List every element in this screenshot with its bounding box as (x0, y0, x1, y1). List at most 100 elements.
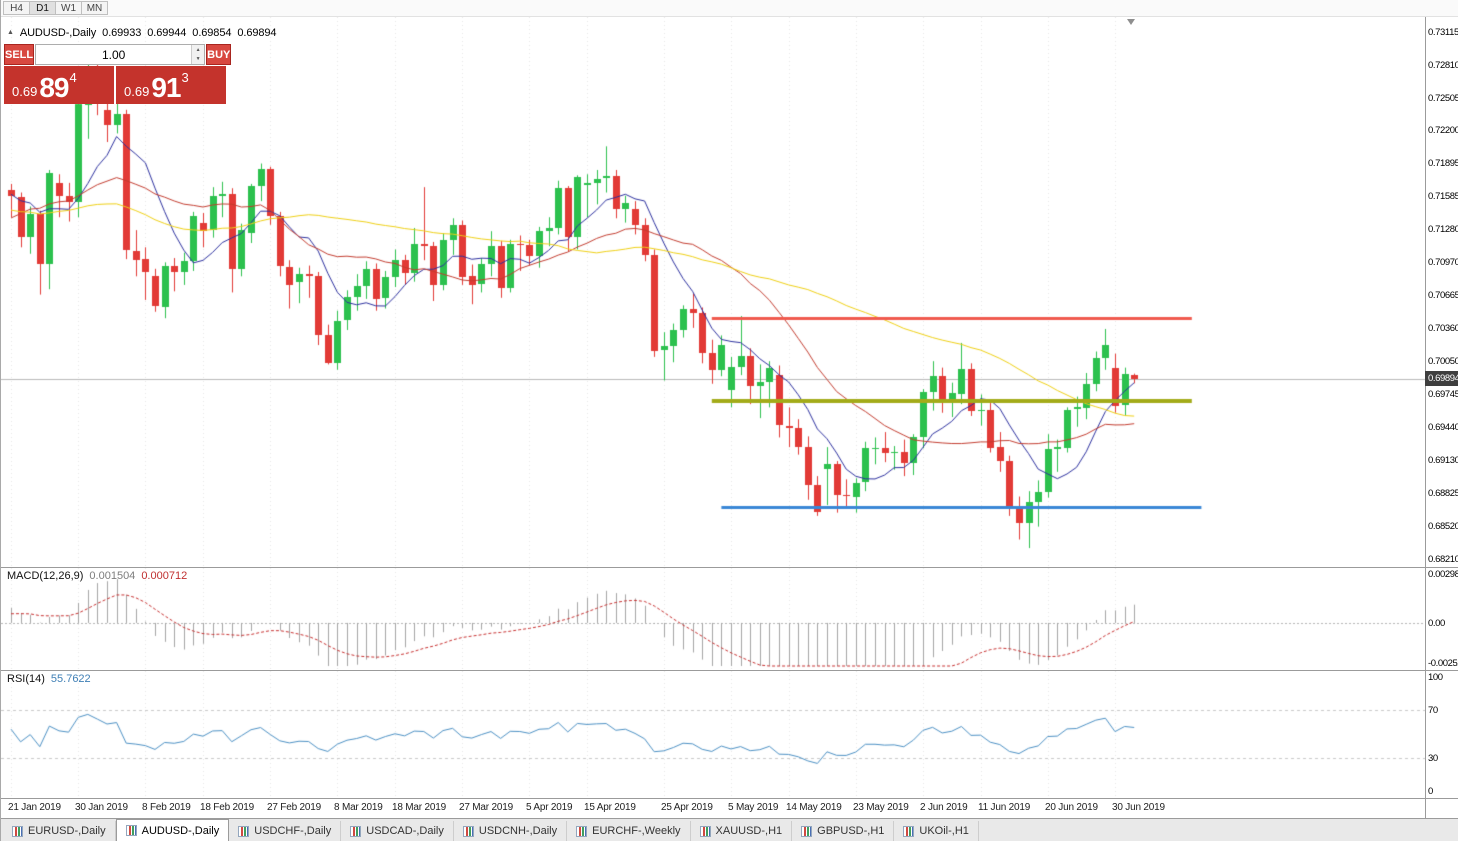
volume-spinner: ▲ ▼ (191, 45, 205, 64)
buy-price-panel[interactable]: 0.69 91 3 (116, 66, 226, 104)
date-label: 11 Jun 2019 (978, 802, 1031, 813)
buy-button[interactable]: BUY (206, 44, 232, 65)
price-chart-canvas[interactable] (1, 17, 1425, 567)
chart-symbol-label: AUDUSD-,Daily (19, 27, 97, 39)
timeframe-button-h4[interactable]: H4 (3, 1, 30, 15)
chart-tab-label: USDCAD-,Daily (366, 825, 444, 837)
chart-tab-label: USDCNH-,Daily (478, 825, 558, 837)
rsi-label: RSI(14) 55.7622 (7, 673, 91, 685)
price-tick: 0.72810 (1428, 60, 1458, 71)
volume-input[interactable] (36, 45, 192, 64)
rsi-scale-label: 70 (1428, 705, 1438, 716)
chart-tab-usdcad-daily[interactable]: USDCAD-,Daily (341, 821, 454, 841)
chart-tab-icon (12, 825, 23, 837)
date-label: 5 Apr 2019 (526, 802, 573, 813)
date-label: 21 Jan 2019 (8, 802, 61, 813)
sell-price-prefix: 0.69 (12, 84, 38, 100)
date-label: 2 Jun 2019 (920, 802, 968, 813)
rsi-scale-label: 30 (1428, 753, 1438, 764)
date-label: 20 Jun 2019 (1045, 802, 1098, 813)
ohlc-high: 0.69944 (147, 27, 187, 39)
price-tick: 0.73115 (1428, 27, 1458, 38)
macd-scale-label: 0.00 (1428, 618, 1445, 629)
ohlc-low: 0.69854 (192, 27, 232, 39)
price-tick: 0.71585 (1428, 191, 1458, 202)
buy-price-prefix: 0.69 (124, 84, 150, 100)
price-tick: 0.72200 (1428, 125, 1458, 136)
chart-tab-icon (238, 825, 250, 837)
buy-price-pipette: 3 (181, 70, 189, 85)
rsi-indicator-canvas[interactable] (1, 671, 1425, 797)
chart-ohlc-label: ▲ AUDUSD-,Daily 0.69933 0.69944 0.69854 … (7, 27, 277, 39)
chart-tab-icon (801, 825, 813, 837)
panel-separator (1, 798, 1458, 799)
one-click-collapse-icon[interactable]: ▲ (7, 29, 14, 36)
chart-tab-xauusd-h1[interactable]: XAUUSD-,H1 (691, 821, 793, 841)
date-label: 8 Mar 2019 (334, 802, 383, 813)
date-label: 18 Feb 2019 (200, 802, 254, 813)
chart-tab-icon (350, 825, 362, 837)
rsi-scale-label: 0 (1428, 786, 1433, 797)
rsi-value: 55.7622 (50, 673, 91, 685)
chart-tab-label: UKOil-,H1 (919, 825, 969, 837)
chart-tabs-bar: EURUSD-,Daily AUDUSD-,Daily USDCHF-,Daily U… (1, 818, 1458, 841)
panel-separator[interactable] (1, 670, 1458, 671)
timeframe-button-mn[interactable]: MN (81, 1, 108, 15)
buy-price-big-digits: 91 (151, 72, 181, 104)
volume-up-icon[interactable]: ▲ (192, 45, 205, 55)
rsi-name: RSI(14) (7, 673, 45, 685)
macd-value-main: 0.001504 (89, 570, 136, 582)
chart-tab-icon (576, 825, 588, 837)
macd-name: MACD(12,26,9) (7, 570, 84, 582)
sell-price-big-digits: 89 (39, 72, 69, 104)
price-tick: 0.70970 (1428, 257, 1458, 268)
one-click-trading-widget: SELL ▲ ▼ BUY 0.69 89 4 0.69 91 3 (4, 44, 232, 104)
price-tick: 0.71280 (1428, 224, 1458, 235)
price-scale-divider (1425, 17, 1426, 818)
chart-tab-label: EURCHF-,Weekly (592, 825, 681, 837)
price-tick: 0.69130 (1428, 455, 1458, 466)
chart-tab-icon (125, 825, 137, 836)
date-label: 8 Feb 2019 (142, 802, 191, 813)
chart-tab-icon (903, 825, 915, 837)
price-tick: 0.70050 (1428, 356, 1458, 367)
chart-tab-usdcnh-daily[interactable]: USDCNH-,Daily (454, 821, 568, 841)
sell-price-panel[interactable]: 0.69 89 4 (4, 66, 114, 104)
chart-tab-eurchf-weekly[interactable]: EURCHF-,Weekly (567, 821, 691, 841)
timeframe-button-w1[interactable]: W1 (55, 1, 82, 15)
price-tick: 0.70360 (1428, 323, 1458, 334)
macd-indicator-canvas[interactable] (1, 568, 1425, 669)
chart-tab-ukoil-h1[interactable]: UKOil-,H1 (894, 821, 979, 841)
chart-shift-marker[interactable] (1127, 19, 1135, 25)
macd-scale-label: -0.00252 (1428, 658, 1458, 669)
date-label: 18 Mar 2019 (392, 802, 446, 813)
chart-tab-gbpusd-h1[interactable]: GBPUSD-,H1 (792, 821, 895, 841)
chart-tab-label: AUDUSD-,Daily (141, 824, 220, 837)
price-tick: 0.68520 (1428, 521, 1458, 532)
price-tick: 0.69440 (1428, 422, 1458, 433)
rsi-scale-label: 100 (1428, 672, 1443, 683)
price-tick: 0.70665 (1428, 290, 1458, 301)
date-label: 27 Feb 2019 (267, 802, 321, 813)
macd-scale-label: 0.00298 (1428, 569, 1458, 580)
date-label: 23 May 2019 (853, 802, 909, 813)
macd-value-signal: 0.000712 (141, 570, 188, 582)
volume-down-icon[interactable]: ▼ (192, 54, 205, 64)
chart-tab-eurusd-daily[interactable]: EURUSD-,Daily (3, 821, 116, 841)
panel-separator[interactable] (1, 567, 1458, 568)
date-label: 14 May 2019 (786, 802, 842, 813)
chart-tab-icon (699, 825, 711, 837)
price-tick: 0.69745 (1428, 389, 1458, 400)
date-label: 15 Apr 2019 (584, 802, 636, 813)
chart-tab-label: GBPUSD-,H1 (817, 825, 885, 837)
sell-button[interactable]: SELL (4, 44, 35, 65)
chart-tab-icon (462, 825, 474, 837)
date-label: 30 Jan 2019 (75, 802, 128, 813)
chart-tab-audusd-daily[interactable]: AUDUSD-,Daily (115, 819, 230, 841)
price-tick: 0.68825 (1428, 488, 1458, 499)
timeframe-toolbar: H4 D1 W1 MN (1, 0, 1458, 17)
chart-tab-usdchf-daily[interactable]: USDCHF-,Daily (229, 821, 342, 841)
timeframe-button-d1[interactable]: D1 (29, 1, 56, 15)
chart-tab-label: XAUUSD-,H1 (715, 825, 783, 837)
